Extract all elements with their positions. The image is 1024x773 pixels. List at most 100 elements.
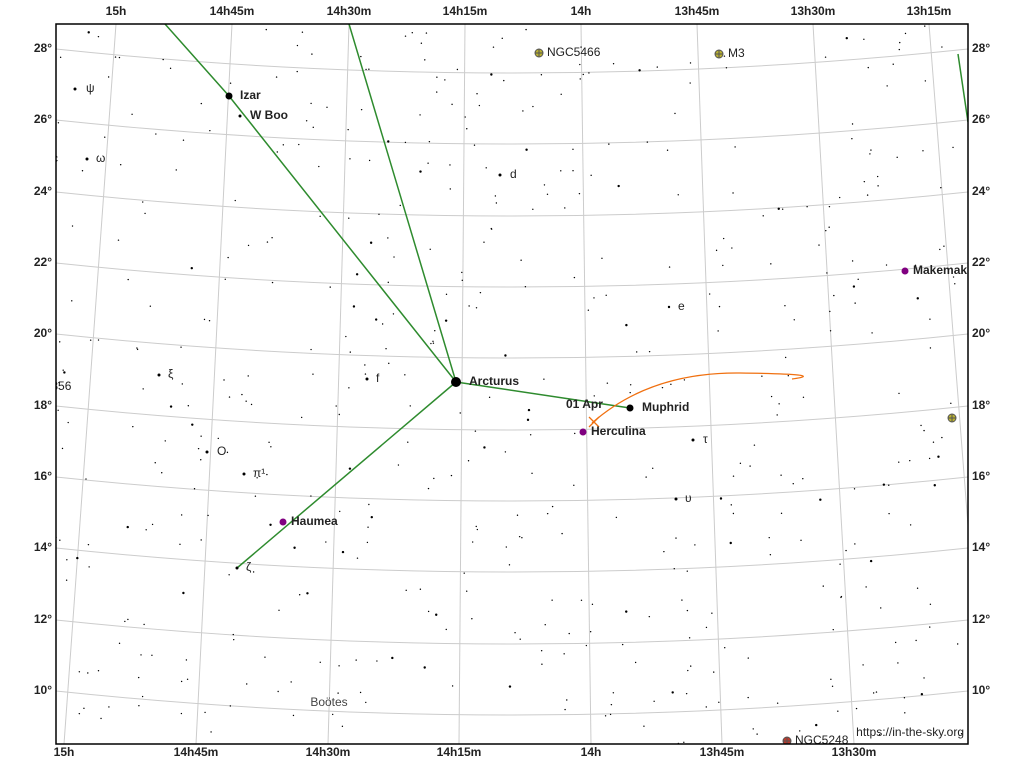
- object-label: NGC5248: [795, 733, 849, 747]
- field-star: [673, 567, 675, 570]
- object-label: M3: [728, 46, 745, 60]
- field-star: [429, 248, 431, 251]
- field-star: [451, 685, 454, 687]
- field-star: [393, 256, 395, 258]
- field-star: [118, 642, 121, 645]
- field-star: [475, 525, 477, 528]
- star-label: π¹: [253, 466, 265, 480]
- date-label: 01 Apr: [566, 397, 603, 411]
- field-star: [495, 202, 498, 204]
- labels: Izar W Boo ψ ω c d e ξ f Arcturus Muphrid τ Oπ¹ υ ζ NGC…: [52, 45, 968, 747]
- field-star: [381, 323, 384, 325]
- star-label: c: [52, 151, 58, 165]
- field-star: [629, 391, 631, 394]
- comet-track: [588, 372, 804, 428]
- field-star: [143, 623, 145, 626]
- field-star: [829, 310, 831, 313]
- field-star: [87, 31, 90, 34]
- dec-label-right: 14°: [972, 540, 990, 554]
- field-star: [275, 76, 278, 78]
- field-star: [126, 525, 129, 529]
- field-star: [229, 705, 232, 707]
- field-star: [268, 441, 270, 444]
- field-star: [871, 332, 873, 334]
- field-star: [524, 286, 527, 288]
- field-star: [896, 156, 898, 159]
- field-star: [837, 710, 839, 712]
- field-star: [376, 660, 378, 662]
- field-star: [149, 305, 152, 307]
- field-star: [862, 664, 864, 666]
- star: [451, 377, 461, 387]
- field-star: [708, 293, 711, 295]
- star-label: υ: [685, 491, 692, 505]
- field-star: [941, 46, 943, 48]
- field-star: [142, 388, 144, 390]
- field-star: [778, 403, 780, 405]
- field-star: [675, 537, 677, 539]
- field-star: [909, 459, 911, 462]
- field-star: [638, 69, 641, 72]
- field-star: [829, 330, 832, 332]
- field-star: [310, 102, 312, 105]
- field-star: [186, 678, 189, 680]
- field-star: [356, 557, 359, 559]
- star: [235, 566, 239, 570]
- field-star: [923, 677, 925, 679]
- field-star: [347, 128, 349, 131]
- ra-grid-line: [63, 24, 117, 744]
- field-star: [65, 579, 68, 581]
- field-star: [876, 175, 879, 178]
- field-star: [226, 451, 229, 454]
- field-star: [209, 129, 211, 132]
- field-star: [464, 116, 466, 118]
- field-star: [867, 66, 869, 69]
- field-star: [247, 244, 250, 247]
- field-star: [960, 732, 963, 735]
- field-star: [723, 55, 726, 57]
- dec-label-right: 12°: [972, 612, 990, 626]
- field-star: [652, 467, 654, 469]
- field-star: [298, 143, 300, 146]
- field-star: [127, 278, 129, 281]
- dec-grid-line: [56, 619, 968, 645]
- star-label: Izar: [240, 88, 261, 102]
- field-star: [78, 712, 81, 715]
- field-star: [445, 628, 447, 631]
- field-star: [770, 395, 773, 398]
- field-star: [405, 589, 407, 592]
- field-star: [445, 293, 448, 296]
- field-star: [348, 217, 350, 219]
- dec-label-left: 22°: [34, 255, 52, 269]
- field-star: [531, 472, 533, 475]
- field-star: [483, 446, 486, 449]
- field-star: [145, 529, 147, 531]
- field-star: [154, 462, 156, 464]
- field-star: [59, 56, 62, 59]
- field-star: [525, 148, 528, 151]
- field-star: [432, 340, 434, 343]
- star: [691, 438, 695, 442]
- credit: https://in-the-sky.org: [856, 725, 964, 739]
- field-star: [940, 186, 942, 189]
- field-star: [71, 300, 73, 302]
- field-star: [388, 362, 390, 365]
- field-star: [427, 162, 429, 164]
- field-star: [296, 70, 298, 73]
- field-star: [730, 504, 732, 506]
- field-star: [277, 690, 279, 693]
- field-star: [688, 637, 691, 639]
- field-star: [519, 638, 521, 640]
- field-star: [937, 455, 940, 458]
- field-star: [933, 484, 936, 487]
- field-star: [293, 546, 296, 549]
- field-star: [337, 692, 339, 694]
- field-star: [298, 594, 301, 596]
- field-star: [271, 281, 274, 284]
- field-star: [865, 586, 867, 588]
- field-star: [625, 610, 628, 613]
- field-star: [668, 266, 671, 268]
- field-star: [920, 693, 924, 696]
- star: [225, 92, 233, 100]
